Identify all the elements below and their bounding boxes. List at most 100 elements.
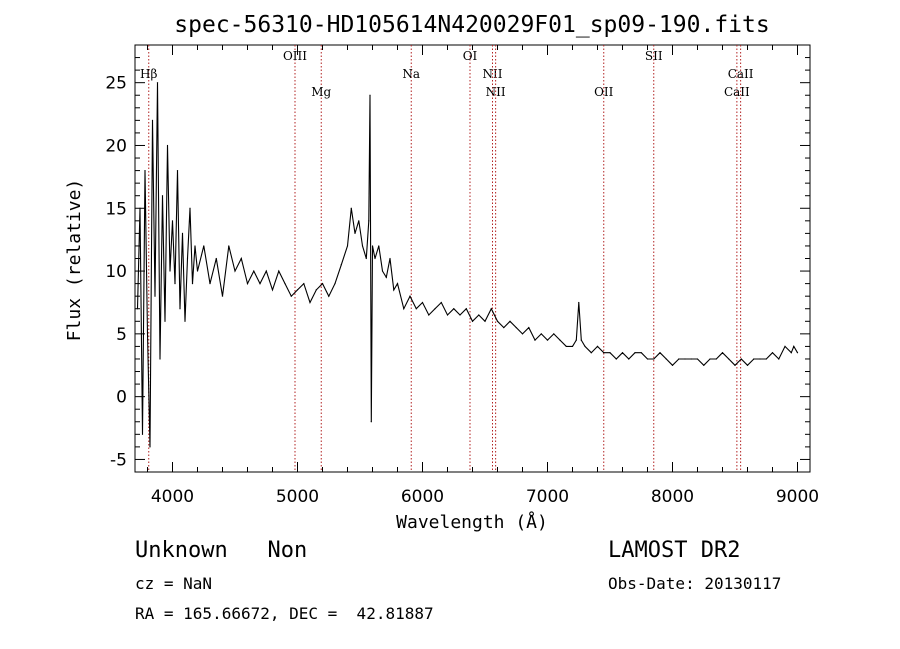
spectrum-point-12 xyxy=(167,145,168,146)
y-tick-label-0: -5 xyxy=(110,450,127,470)
spectrum-point-7 xyxy=(154,296,155,297)
spectrum-point-84 xyxy=(522,333,523,334)
spectrum-point-100 xyxy=(609,352,610,353)
spectrum-point-37 xyxy=(278,270,279,271)
spectrum-point-110 xyxy=(672,365,673,366)
spectrum-point-55 xyxy=(369,95,370,96)
spectrum-point-104 xyxy=(634,352,635,353)
spectrum-point-72 xyxy=(447,314,448,315)
spectrum-point-131 xyxy=(797,352,798,353)
spectrum-point-102 xyxy=(622,352,623,353)
spectrum-point-79 xyxy=(491,308,492,309)
spectrum-point-24 xyxy=(197,270,198,271)
spectrum-point-64 xyxy=(397,283,398,284)
spectrum-point-29 xyxy=(228,245,229,246)
line-label-0: Hβ xyxy=(140,67,157,81)
line-label-5: NII xyxy=(483,67,503,81)
spectrum-point-23 xyxy=(194,245,195,246)
spectrum-point-96 xyxy=(584,346,585,347)
spectrum-point-115 xyxy=(703,365,704,366)
spectrum-point-48 xyxy=(347,245,348,246)
spectrum-point-71 xyxy=(441,302,442,303)
spectrum-line xyxy=(138,83,798,447)
spectrum-point-44 xyxy=(322,283,323,284)
x-tick-label-4: 8000 xyxy=(651,487,694,507)
spectrum-point-45 xyxy=(328,296,329,297)
spectrum-point-106 xyxy=(647,358,648,359)
spectrum-point-46 xyxy=(334,283,335,284)
spectrum-point-68 xyxy=(422,302,423,303)
y-tick-label-5: 20 xyxy=(105,136,127,156)
spectrum-point-8 xyxy=(157,82,158,83)
spectrum-point-14 xyxy=(172,220,173,221)
spectrum-point-92 xyxy=(572,346,573,347)
line-label-8: SII xyxy=(645,49,663,63)
spectrum-point-74 xyxy=(459,314,460,315)
spectrum-point-130 xyxy=(793,346,794,347)
spectrum-point-81 xyxy=(503,327,504,328)
spectrum-point-87 xyxy=(541,333,542,334)
spectrum-point-40 xyxy=(297,289,298,290)
x-tick-label-1: 5000 xyxy=(276,487,319,507)
spectrum-point-78 xyxy=(484,321,485,322)
chart-title: spec-56310-HD105614N420029F01_sp09-190.f… xyxy=(174,12,769,38)
spectrum-point-108 xyxy=(659,352,660,353)
spectrum-point-42 xyxy=(309,302,310,303)
x-tick-label-2: 6000 xyxy=(401,487,444,507)
spectrum-point-25 xyxy=(203,245,204,246)
spectrum-point-95 xyxy=(581,340,582,341)
spectrum-point-129 xyxy=(791,352,792,353)
spectrum-point-88 xyxy=(547,340,548,341)
line-label-1: OIII xyxy=(283,49,307,63)
object-class-text: Unknown Non xyxy=(135,538,307,563)
spectrum-point-62 xyxy=(389,258,390,259)
x-axis-label: Wavelength (Å) xyxy=(396,511,548,533)
survey-text: LAMOST DR2 xyxy=(608,538,740,563)
spectrum-point-105 xyxy=(641,352,642,353)
spectrum-point-6 xyxy=(152,120,153,121)
spectrum-point-107 xyxy=(653,358,654,359)
spectrum-point-103 xyxy=(628,358,629,359)
spectrum-point-77 xyxy=(478,314,479,315)
line-label-6: NII xyxy=(486,85,506,99)
spectrum-point-47 xyxy=(341,264,342,265)
spectrum-point-80 xyxy=(497,321,498,322)
spectrum-point-52 xyxy=(362,245,363,246)
spectrum-point-26 xyxy=(209,283,210,284)
line-label-10: CaII xyxy=(728,67,754,81)
line-label-9: CaII xyxy=(724,85,750,99)
spectrum-point-121 xyxy=(741,358,742,359)
spectrum-point-126 xyxy=(772,352,773,353)
spectrum-point-56 xyxy=(371,421,372,422)
spectrum-point-60 xyxy=(382,270,383,271)
line-label-2: Mg xyxy=(311,85,331,99)
spectrum-point-58 xyxy=(374,258,375,259)
y-tick-label-3: 10 xyxy=(105,262,127,282)
spectrum-point-116 xyxy=(709,358,710,359)
spectrum-point-94 xyxy=(578,302,579,303)
spectrum-point-54 xyxy=(368,220,369,221)
spectrum-point-101 xyxy=(616,358,617,359)
spectrum-point-117 xyxy=(716,358,717,359)
spectrum-point-33 xyxy=(253,270,254,271)
spectrum-point-15 xyxy=(174,283,175,284)
y-tick-label-2: 5 xyxy=(116,325,127,345)
spectrum-point-120 xyxy=(734,365,735,366)
spectrum-point-35 xyxy=(266,270,267,271)
spectrum-point-75 xyxy=(466,308,467,309)
spectrum-point-113 xyxy=(691,358,692,359)
spectrum-point-112 xyxy=(684,358,685,359)
spectrum-point-50 xyxy=(354,233,355,234)
spectrum-point-98 xyxy=(597,346,598,347)
spectrum-point-49 xyxy=(351,208,352,209)
spectrum-point-82 xyxy=(509,321,510,322)
spectrum-point-4 xyxy=(147,333,148,334)
spectrum-point-99 xyxy=(603,352,604,353)
spectrum-point-119 xyxy=(728,358,729,359)
spectrum-point-5 xyxy=(149,446,150,447)
spectrum-point-127 xyxy=(778,358,779,359)
spectrum-point-73 xyxy=(453,308,454,309)
spectrum-point-114 xyxy=(697,358,698,359)
spectrum-point-21 xyxy=(189,208,190,209)
spectrum-point-85 xyxy=(528,327,529,328)
